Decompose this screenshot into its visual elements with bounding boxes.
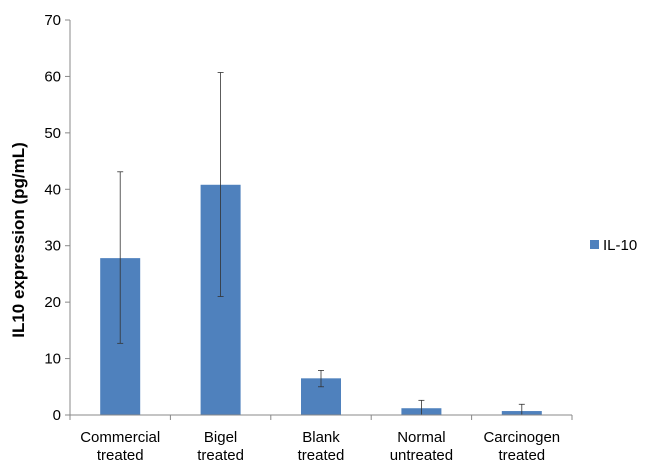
y-axis: 0 10 20 30 40 50 60 70	[44, 12, 71, 424]
error-bars-group	[117, 72, 525, 416]
legend-label: IL-10	[603, 237, 637, 254]
y-tick-label: 50	[44, 125, 61, 142]
y-tick-label: 70	[44, 12, 61, 29]
y-tick-label: 10	[44, 351, 61, 368]
y-axis-label: IL10 expression (pg/mL)	[9, 142, 28, 338]
legend: IL-10	[590, 237, 637, 254]
x-axis: Commercial treated Bigel treated Blank treate…	[69, 414, 573, 464]
x-category-label: Carcinogen treated	[483, 429, 560, 464]
x-category-label: Commercial treated	[80, 429, 160, 464]
x-category-label: Normal untreated	[390, 429, 453, 464]
y-tick-label: 60	[44, 68, 61, 85]
x-category-label: Blank treated	[298, 429, 345, 464]
legend-swatch	[590, 240, 599, 249]
y-tick-label: 30	[44, 238, 61, 255]
y-tick-label: 40	[44, 181, 61, 198]
y-tick-label: 0	[53, 407, 61, 424]
x-category-label: Bigel treated	[197, 429, 244, 464]
y-tick-label: 20	[44, 294, 61, 311]
